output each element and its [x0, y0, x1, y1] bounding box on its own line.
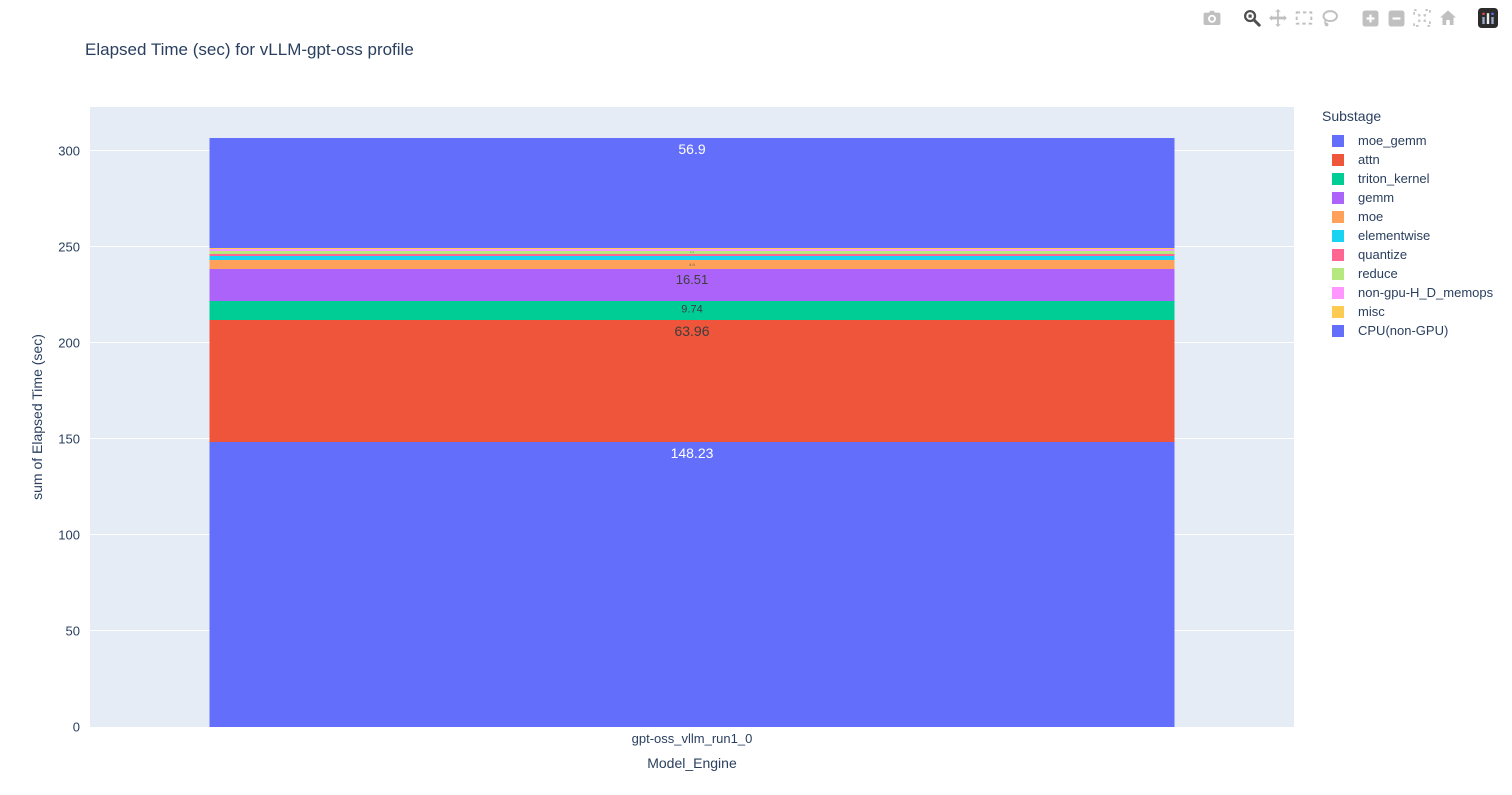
zoom-out-icon[interactable] — [1386, 8, 1406, 28]
camera-download-icon[interactable] — [1202, 8, 1222, 28]
bar-segment-reduce[interactable]: 1.2 — [209, 249, 1175, 254]
y-tick-label: 150 — [58, 431, 80, 447]
legend-item-reduce[interactable]: reduce — [1322, 264, 1493, 283]
y-tick-label: 50 — [65, 623, 80, 639]
y-tick-label: 300 — [58, 143, 80, 159]
lasso-select-icon[interactable] — [1320, 8, 1340, 28]
legend-label: moe — [1358, 209, 1384, 224]
legend-label: attn — [1358, 152, 1380, 167]
legend-item-triton-kernel[interactable]: triton_kernel — [1322, 169, 1493, 188]
reset-axes-home-icon[interactable] — [1438, 8, 1458, 28]
legend-item-elementwise[interactable]: elementwise — [1322, 226, 1493, 245]
legend-swatch — [1332, 153, 1344, 166]
bar-value-label: 63.96 — [674, 322, 710, 339]
legend-title: Substage — [1322, 108, 1382, 124]
legend-swatch — [1332, 172, 1344, 185]
plotly-modebar — [1182, 8, 1498, 28]
chart-title: Elapsed Time (sec) for vLLM-gpt-oss prof… — [85, 40, 414, 59]
legend-item-attn[interactable]: attn — [1322, 150, 1493, 169]
bar-segment-triton-kernel[interactable]: 9.74 — [209, 301, 1175, 320]
zoom-in-icon[interactable] — [1360, 8, 1380, 28]
legend-label: moe_gemm — [1358, 133, 1427, 148]
y-tick-label: 0 — [72, 719, 80, 735]
legend-swatch — [1332, 305, 1344, 318]
bar-value-label: 4.9 — [689, 261, 695, 267]
bar-segment-misc[interactable] — [209, 247, 1175, 250]
bar-value-label: 16.51 — [675, 272, 709, 288]
legend-label: quantize — [1358, 247, 1408, 262]
bar-segment-gemm[interactable]: 16.51 — [209, 269, 1175, 302]
bar-segment-elementwise[interactable] — [209, 255, 1175, 260]
legend: Substage moe_gemm attn triton_kernel gem… — [1322, 108, 1493, 340]
y-tick-label: 100 — [58, 527, 80, 543]
bar-segment-moe-gemm[interactable]: 56.9 — [209, 138, 1175, 248]
y-axis-title: sum of Elapsed Time (sec) — [29, 334, 45, 500]
bar-value-label: 1.2 — [689, 249, 695, 254]
pan-icon[interactable] — [1268, 8, 1288, 28]
zoom-icon[interactable] — [1242, 8, 1262, 28]
box-select-icon[interactable] — [1294, 8, 1314, 28]
legend-swatch — [1332, 191, 1344, 204]
bar-segment-attn[interactable]: 63.96 — [209, 319, 1175, 443]
plotly-logo-icon[interactable] — [1478, 8, 1498, 28]
legend-item-gemm[interactable]: gemm — [1322, 188, 1493, 207]
y-tick-label: 200 — [58, 335, 80, 351]
legend-swatch — [1332, 248, 1344, 261]
bar-value-label: 148.23 — [670, 445, 714, 462]
bar-value-label: 56.9 — [678, 141, 706, 158]
legend-label: triton_kernel — [1358, 171, 1430, 186]
bar-segment-moe[interactable]: 4.9 — [209, 259, 1175, 270]
y-tick-label: 250 — [58, 239, 80, 255]
y-axis: 0 50 100 150 200 250 300 — [0, 107, 85, 735]
legend-swatch — [1332, 229, 1344, 242]
legend-label: elementwise — [1358, 228, 1431, 243]
legend-swatch — [1332, 134, 1344, 147]
legend-label: CPU(non-GPU) — [1358, 323, 1449, 338]
bar-segment-cpu-non-gpu[interactable]: 148.23 — [209, 442, 1175, 727]
legend-item-moe-gemm[interactable]: moe_gemm — [1322, 131, 1493, 150]
x-axis-title: Model_Engine — [647, 755, 737, 771]
bar-segment-non-gpu-memops[interactable] — [209, 249, 1175, 252]
bar-value-label: 9.74 — [681, 303, 703, 316]
legend-swatch — [1332, 210, 1344, 223]
legend-item-cpu-non-gpu[interactable]: CPU(non-GPU) — [1322, 321, 1493, 340]
bar-segment-quantize[interactable] — [209, 253, 1175, 256]
legend-item-misc[interactable]: misc — [1322, 302, 1493, 321]
legend-label: reduce — [1358, 266, 1398, 281]
legend-item-non-gpu-memops[interactable]: non-gpu-H_D_memops — [1322, 283, 1493, 302]
plot-area[interactable]: 148.23 63.96 9.74 16.51 4.9 1.2 56.9 — [90, 107, 1294, 727]
legend-item-moe[interactable]: moe — [1322, 207, 1493, 226]
stacked-bar: 148.23 63.96 9.74 16.51 4.9 1.2 56.9 — [209, 107, 1175, 727]
legend-swatch — [1332, 286, 1344, 299]
legend-item-quantize[interactable]: quantize — [1322, 245, 1493, 264]
legend-swatch — [1332, 324, 1344, 337]
x-tick-label: gpt-oss_vllm_run1_0 — [631, 731, 753, 746]
legend-swatch — [1332, 267, 1344, 280]
legend-label: misc — [1358, 304, 1385, 319]
legend-label: gemm — [1358, 190, 1395, 205]
autoscale-icon[interactable] — [1412, 8, 1432, 28]
legend-label: non-gpu-H_D_memops — [1358, 285, 1494, 300]
